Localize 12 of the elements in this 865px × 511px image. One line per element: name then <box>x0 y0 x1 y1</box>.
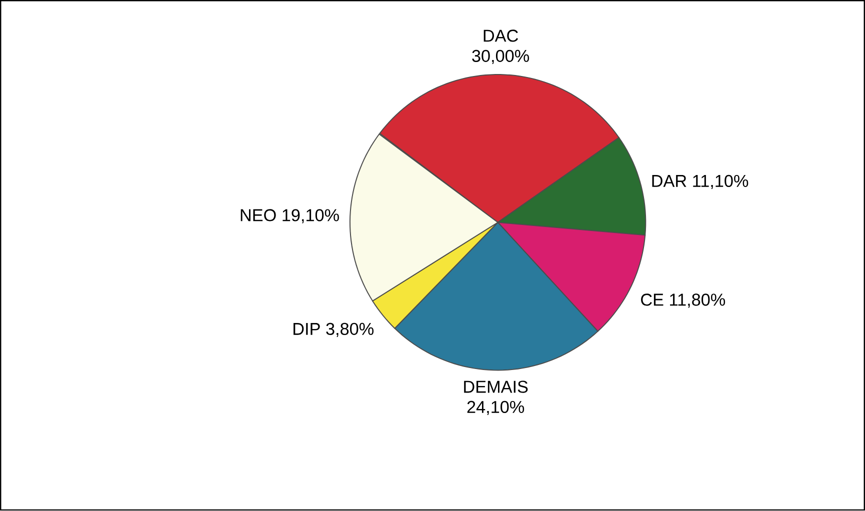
slice-label: DIP <box>294 323 320 336</box>
slice-label: DAC <box>484 30 518 42</box>
slice-label: CE <box>641 294 664 306</box>
slice-label: DEMAIS <box>464 380 528 394</box>
slice-label: NEO <box>240 209 276 222</box>
data-label: 19,10% <box>282 209 339 224</box>
data-label: 11,80% <box>670 294 726 308</box>
data-label: 30,00% <box>472 50 530 64</box>
data-label: 11,10% <box>693 175 748 190</box>
data-label: 24,10% <box>467 401 524 416</box>
slice-label: DAR <box>652 175 686 188</box>
data-label: 3,80% <box>326 323 374 338</box>
